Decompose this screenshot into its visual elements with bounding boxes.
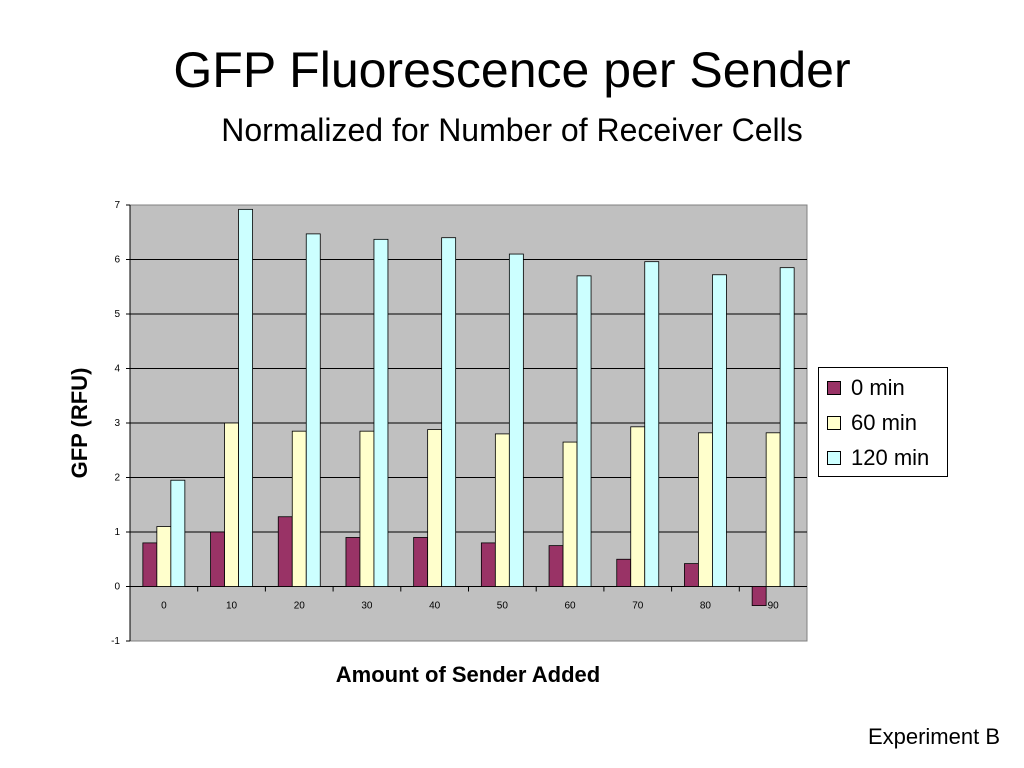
- x-axis-label: Amount of Sender Added: [335, 662, 601, 687]
- bar-60-min-60: [562, 441, 578, 587]
- y-tick-label: 1: [114, 527, 120, 538]
- bar-0-min-20: [277, 516, 293, 587]
- bar-120-min-0: [170, 479, 186, 587]
- bar-0-min-80: [684, 563, 699, 587]
- chart-legend: 0 min 60 min 120 min: [818, 367, 948, 477]
- bar-60-min-50: [494, 433, 510, 587]
- bar-60-min-80: [698, 432, 713, 587]
- legend-item: 60 min: [827, 408, 917, 438]
- bar-0-min-90: [751, 586, 767, 606]
- bar-120-min-90: [779, 267, 795, 587]
- legend-label: 60 min: [851, 410, 918, 435]
- bar-0-min-70: [616, 558, 632, 587]
- x-tick-label: 50: [497, 601, 509, 612]
- bar-120-min-80: [712, 274, 727, 587]
- legend-label: 120 min: [851, 445, 930, 470]
- y-tick-label: 7: [114, 200, 120, 211]
- x-tick-label: 10: [226, 601, 238, 612]
- bar-0-min-60: [548, 545, 564, 587]
- bar-0-min-0: [142, 542, 158, 587]
- legend-item: 0 min: [827, 373, 905, 403]
- bar-0-min-50: [480, 542, 496, 587]
- x-tick-label: 70: [632, 601, 644, 612]
- bar-0-min-10: [210, 531, 225, 587]
- bar-60-min-10: [224, 422, 239, 587]
- legend-swatch: [827, 381, 841, 395]
- x-tick-label: 30: [361, 601, 373, 612]
- bar-120-min-70: [644, 261, 660, 587]
- y-tick-label: 3: [114, 418, 120, 429]
- x-tick-label: 40: [429, 601, 441, 612]
- y-tick-label: 6: [114, 255, 120, 266]
- y-tick-label: 4: [114, 364, 120, 375]
- slide-subtitle: Normalized for Number of Receiver Cells: [221, 112, 803, 148]
- x-tick-label: 20: [294, 601, 306, 612]
- y-tick-label: 5: [114, 309, 120, 320]
- y-tick-label: 0: [114, 582, 120, 593]
- slide-title: GFP Fluorescence per Sender: [173, 42, 851, 98]
- bar-120-min-20: [305, 233, 321, 587]
- y-tick-label: 2: [114, 473, 120, 484]
- bar-60-min-0: [156, 526, 172, 587]
- bar-0-min-30: [345, 537, 361, 587]
- bar-120-min-50: [508, 253, 524, 587]
- bar-60-min-90: [765, 432, 781, 587]
- legend-swatch: [827, 416, 841, 430]
- bar-60-min-30: [359, 430, 375, 587]
- x-tick-label: 60: [564, 601, 576, 612]
- y-axis-label: GFP (RFU): [67, 367, 92, 479]
- bar-120-min-30: [373, 238, 389, 587]
- x-tick-label: 80: [700, 601, 712, 612]
- legend-swatch: [827, 451, 841, 465]
- slide-footnote: Experiment B: [867, 724, 1000, 749]
- bar-120-min-10: [238, 208, 253, 587]
- bar-120-min-40: [441, 237, 457, 587]
- legend-item: 120 min: [827, 443, 929, 473]
- y-tick-label: -1: [111, 636, 120, 647]
- bar-60-min-70: [630, 426, 646, 587]
- legend-label: 0 min: [851, 375, 905, 400]
- x-tick-label: 90: [768, 601, 780, 612]
- bar-0-min-40: [413, 537, 429, 587]
- bar-60-min-20: [291, 430, 307, 587]
- bar-60-min-40: [427, 429, 443, 587]
- bar-120-min-60: [576, 275, 592, 587]
- x-tick-label: 0: [161, 601, 167, 612]
